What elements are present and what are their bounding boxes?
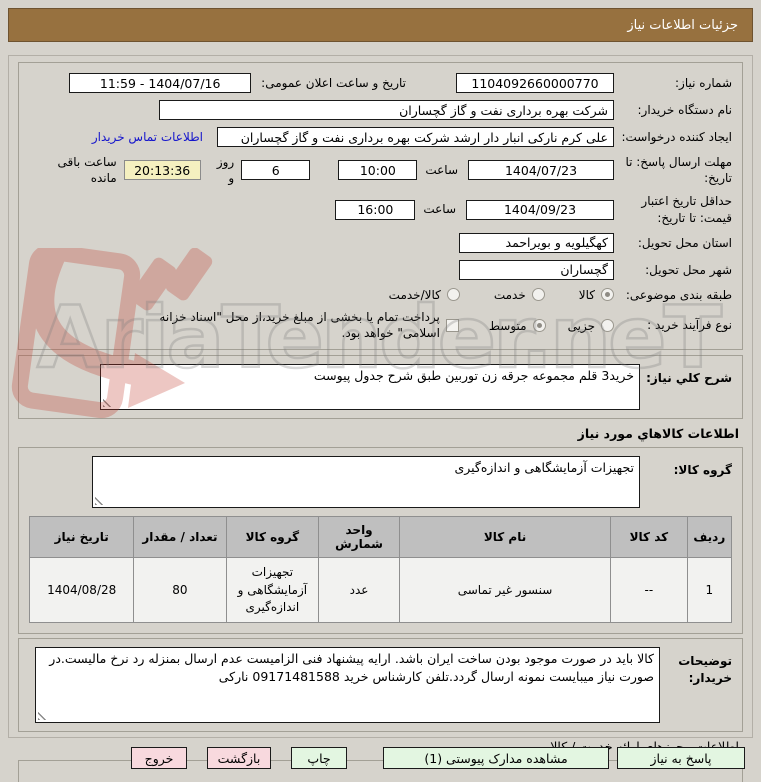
price-validity-time-field[interactable]: 16:00: [335, 199, 416, 220]
checkbox-unchecked-icon[interactable]: [445, 319, 459, 333]
need-desc-box: شرح کلي نیاز: خرید3 قلم مجموعه جرقه زن ت…: [18, 355, 743, 420]
radio-service[interactable]: خدمت: [494, 288, 545, 302]
remaining-time-badge: 20:13:36: [123, 160, 201, 181]
price-validity-label: حداقل تاریخ اعتبار قیمت: تا تاریخ:: [641, 194, 732, 225]
col-row: ردیف: [686, 516, 733, 559]
reply-deadline-hour-label: ساعت: [425, 163, 458, 178]
buyer-notes-box: توضیحات خریدار: کالا باید در صورت موجود …: [18, 638, 743, 733]
cell-row: 1: [686, 557, 733, 624]
print-button[interactable]: چاپ: [291, 747, 347, 769]
radio-goods-service-label: کالا/خدمت: [388, 287, 441, 302]
province-label: استان محل تحویل:: [637, 235, 732, 250]
col-needdate: تاریخ نیاز: [28, 516, 135, 559]
need-desc-textarea[interactable]: خرید3 قلم مجموعه جرقه زن توربین طبق شرح …: [100, 364, 640, 411]
subject-class-row: طبقه بندی موضوعی: کالا خدمت کالا/خدمت: [29, 287, 732, 303]
back-button[interactable]: بازگشت: [207, 747, 271, 769]
process-type-label: نوع فرآیند خرید :: [647, 318, 732, 333]
content-frame: شماره نیاز: 1104092660000770 تاریخ و ساع…: [8, 55, 753, 782]
respond-button[interactable]: پاسخ به نیاز: [617, 747, 745, 769]
process-type-row: نوع فرآیند خرید : جزیی متوسط پرداخت تمام…: [29, 310, 732, 341]
col-group: گروه کالا: [225, 516, 320, 559]
cell-needdate: 1404/08/28: [28, 557, 135, 624]
city-label: شهر محل تحویل:: [645, 262, 732, 277]
radio-goods-label: کالا: [578, 287, 595, 302]
radio-icon: [531, 288, 545, 302]
goods-group-label: گروه کالا:: [673, 463, 732, 478]
radio-goods-service[interactable]: کالا/خدمت: [389, 288, 460, 302]
exit-button[interactable]: خروج: [131, 747, 187, 769]
radio-medium[interactable]: متوسط: [489, 319, 546, 333]
request-creator-label: ایجاد کننده درخواست:: [621, 129, 732, 144]
col-unit: واحد شمارش: [318, 516, 400, 559]
request-creator-row: ایجاد کننده درخواست: علی کرم نارکی انبار…: [29, 127, 732, 147]
radio-icon: [601, 319, 614, 333]
radio-icon: [446, 288, 460, 302]
radio-partial-label: جزیی: [567, 318, 595, 333]
remaining-days-label: روز و: [216, 155, 235, 186]
goods-group-value: تجهیزات آزمایشگاهی و اندازه‌گیری: [454, 460, 634, 476]
province-row: استان محل تحویل: کهگیلویه و بویراحمد: [29, 232, 732, 253]
footer-actions: پاسخ به نیاز مشاهده مدارک پیوستی (1) چاپ…: [16, 746, 745, 770]
col-code: کد کالا: [610, 516, 688, 559]
city-row: شهر محل تحویل: گچساران: [29, 259, 732, 280]
reply-deadline-time-field[interactable]: 10:00: [338, 160, 418, 181]
goods-box: گروه کالا: تجهیزات آزمایشگاهی و اندازه‌گ…: [18, 447, 743, 635]
cell-code: --: [610, 557, 688, 624]
subject-class-label: طبقه بندی موضوعی:: [625, 287, 732, 302]
table-row: 1 -- سنسور غیر تماسی عدد تجهیزات آزمایشگ…: [28, 557, 733, 624]
buyer-org-label: نام دستگاه خریدار:: [637, 102, 733, 117]
goods-section-header: اطلاعات کالاهاي مورد نیاز: [577, 426, 739, 442]
cell-name: سنسور غیر تماسی: [398, 557, 612, 624]
need-number-row: شماره نیاز: 1104092660000770 تاریخ و ساع…: [29, 73, 732, 93]
resize-grip-icon[interactable]: [38, 710, 48, 721]
cell-qty: 80: [133, 557, 227, 624]
cell-unit: عدد: [318, 557, 400, 624]
province-field[interactable]: کهگیلویه و بویراحمد: [459, 232, 614, 253]
treasury-checkbox-label: پرداخت تمام یا بخشی از مبلغ خرید،از محل …: [159, 309, 440, 340]
radio-goods[interactable]: کالا: [579, 288, 614, 302]
treasury-checkbox-option[interactable]: پرداخت تمام یا بخشی از مبلغ خرید،از محل …: [140, 310, 459, 341]
city-field[interactable]: گچساران: [459, 259, 614, 280]
remaining-days-field[interactable]: 6: [241, 160, 311, 181]
radio-partial[interactable]: جزیی: [568, 319, 614, 333]
goods-table: ردیف کد کالا نام کالا واحد شمارش گروه کا…: [28, 516, 733, 624]
goods-table-header-row: ردیف کد کالا نام کالا واحد شمارش گروه کا…: [28, 516, 733, 559]
need-number-field[interactable]: 1104092660000770: [456, 73, 614, 93]
resize-grip-icon[interactable]: [103, 397, 113, 408]
need-number-label: شماره نیاز:: [675, 75, 732, 90]
radio-medium-label: متوسط: [488, 318, 527, 333]
goods-group-textarea[interactable]: تجهیزات آزمایشگاهی و اندازه‌گیری: [92, 456, 640, 509]
buyer-org-field[interactable]: شرکت بهره برداری نفت و گاز گچساران: [159, 100, 614, 120]
buyer-contact-link[interactable]: اطلاعات تماس خریدار: [91, 130, 203, 144]
buyer-notes-label: توضیحات خریدار:: [678, 654, 732, 686]
cell-group: تجهیزات آزمایشگاهی و اندازه‌گیری: [225, 557, 320, 624]
need-desc-label: شرح کلي نیاز:: [646, 371, 732, 386]
price-validity-date-field[interactable]: 1404/09/23: [466, 199, 614, 220]
buyer-notes-textarea[interactable]: کالا باید در صورت موجود بودن ساخت ایران …: [35, 647, 660, 724]
radio-selected-icon: [532, 319, 546, 333]
buyer-notes-value: کالا باید در صورت موجود بودن ساخت ایران …: [49, 651, 654, 685]
price-validity-row: حداقل تاریخ اعتبار قیمت: تا تاریخ: 1404/…: [29, 193, 732, 225]
view-attachments-button[interactable]: مشاهده مدارک پیوستی (1): [383, 747, 609, 769]
reply-deadline-row: مهلت ارسال پاسخ: تا تاریخ: 1404/07/23 سا…: [29, 154, 732, 186]
radio-service-label: خدمت: [493, 287, 526, 302]
col-qty: تعداد / مقدار: [133, 516, 227, 559]
radio-selected-icon: [601, 288, 614, 302]
col-name: نام کالا: [398, 516, 612, 559]
need-desc-value: خرید3 قلم مجموعه جرقه زن توربین طبق شرح …: [313, 368, 634, 384]
buyer-org-row: نام دستگاه خریدار: شرکت بهره برداری نفت …: [29, 100, 732, 120]
request-creator-field[interactable]: علی کرم نارکی انبار دار ارشد شرکت بهره ب…: [217, 127, 614, 147]
announce-datetime-field[interactable]: 1404/07/16 - 11:59: [69, 73, 252, 93]
reply-deadline-date-field[interactable]: 1404/07/23: [468, 160, 614, 181]
reply-deadline-label: مهلت ارسال پاسخ: تا تاریخ:: [625, 155, 732, 186]
permits-box: الزامی بودن ارائه مجوز اعلام وضعیت مجوز …: [18, 760, 743, 782]
remaining-time-label: ساعت باقی مانده: [57, 155, 117, 186]
need-info-form: شماره نیاز: 1104092660000770 تاریخ و ساع…: [18, 62, 743, 351]
announce-datetime-label: تاریخ و ساعت اعلان عمومی:: [261, 75, 406, 90]
resize-grip-icon[interactable]: [95, 495, 105, 506]
page-title: جزئیات اطلاعات نیاز: [8, 8, 753, 42]
price-validity-hour-label: ساعت: [423, 202, 456, 217]
